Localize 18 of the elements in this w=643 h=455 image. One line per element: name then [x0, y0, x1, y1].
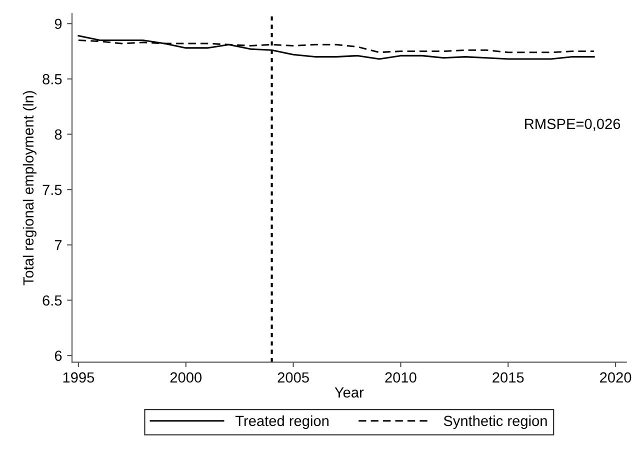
y-tick-label: 7.5 — [42, 184, 62, 195]
x-tick-label: 2005 — [278, 372, 309, 383]
y-axis-title: Total regional employment (ln) — [22, 91, 36, 286]
x-tick-label: 2000 — [170, 372, 202, 383]
y-tick-label: 6 — [54, 350, 62, 361]
x-tick-label: 2015 — [492, 372, 524, 383]
legend-label: Synthetic region — [444, 415, 547, 429]
y-tick-label: 9 — [54, 18, 62, 30]
annotation: RMSPE=0,026 — [525, 118, 620, 131]
y-tick-label: 8.5 — [42, 74, 62, 84]
y-tick-label: 7 — [54, 240, 62, 250]
x-axis-title: Year — [334, 387, 364, 398]
y-tick-label: 6.5 — [42, 295, 62, 306]
x-tick-label: 2020 — [600, 372, 632, 383]
y-tick-label: 8 — [54, 129, 62, 140]
legend-label: Treated region — [235, 415, 328, 429]
x-tick-label: 2010 — [385, 372, 416, 383]
x-tick-label: 1995 — [63, 372, 94, 383]
